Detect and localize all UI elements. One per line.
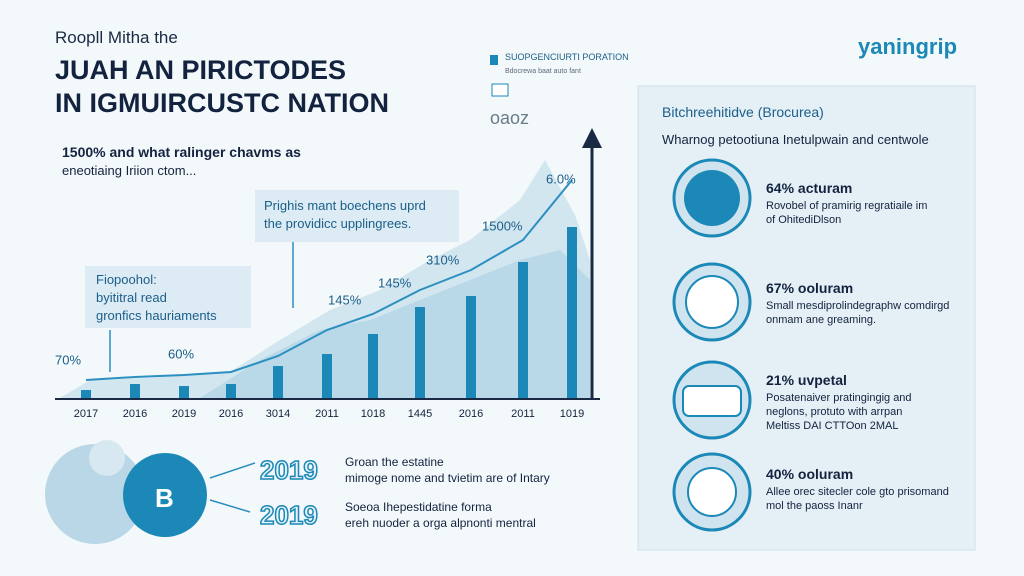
item-stat: 64% acturam	[766, 180, 853, 196]
decor-circle	[89, 440, 125, 476]
badge-icon	[491, 83, 509, 97]
panel-subtitle: Wharnog petootiuna Inetulpwain and centw…	[662, 132, 929, 147]
annotation: 70%	[55, 352, 81, 367]
row-text: Soeoa Ihepestidatine forma	[345, 500, 492, 514]
badge-title: SUOPGENCIURTI PORATION	[505, 52, 629, 62]
bar	[368, 334, 378, 398]
title: IN IGMUIRCUSTC NATION	[55, 88, 389, 118]
annotation: 1500%	[482, 218, 523, 233]
badge-text: Bdocrewa baat auto fant	[505, 68, 581, 75]
annotation: 60%	[168, 346, 194, 361]
callout: byititral read	[96, 290, 167, 305]
annotation: 145%	[378, 275, 412, 290]
item-text: Allee orec sitecler cole gto prisomand	[766, 486, 949, 498]
item-text: onmam ane greaming.	[766, 314, 877, 326]
trend-line	[85, 179, 573, 381]
arrow	[209, 462, 256, 479]
code: oaoz	[490, 108, 530, 128]
x-label: 1445	[408, 408, 432, 420]
x-label: 2011	[315, 408, 339, 420]
row-text: mimoge nome and tvietim are of Intary	[345, 471, 550, 485]
x-label: 2019	[172, 408, 196, 420]
row-year: 2019	[259, 454, 318, 486]
annotation: 6.0%	[546, 171, 576, 186]
bar	[567, 227, 577, 398]
row-year: 2019	[259, 499, 318, 531]
x-label: 1018	[361, 408, 385, 420]
item-stat: 40% ooluram	[766, 466, 854, 482]
row-text: ereh nuoder a orga alpnonti mentral	[345, 516, 536, 530]
callout-box	[255, 190, 459, 242]
logo: yaningrip	[858, 34, 958, 59]
bar	[81, 390, 91, 398]
item-stat: 67% ooluram	[766, 280, 854, 296]
bar	[415, 307, 425, 398]
bar	[273, 366, 283, 398]
intro: eneotiaing Iriion ctom...	[62, 163, 197, 178]
item-icons	[672, 158, 752, 532]
circle-letter: B	[155, 483, 174, 513]
x-label: 2011	[511, 408, 535, 420]
item-text: mol the paoss Inanr	[766, 500, 863, 512]
letter-circle	[123, 453, 207, 537]
bar	[518, 262, 528, 398]
bar	[322, 354, 332, 398]
row-text: Groan the estatine	[345, 455, 444, 469]
item-text: Rovobel of pramirig regratiaile im	[766, 200, 928, 212]
bar	[130, 384, 140, 398]
intro: 1500% and what ralinger chavms as	[62, 144, 301, 160]
item-text: Small mesdiprolindegraphw comdirgd	[766, 300, 950, 312]
callout: gronfics hauriaments	[96, 308, 217, 323]
callout: Prighis mant boechens uprd	[264, 198, 426, 213]
item-text: Posatenaiver pratingingig and	[766, 392, 912, 404]
bar-chart: 2017 2016 2019 2016 3014 2011 1018 1445 2016 2011…	[55, 171, 584, 419]
item-stat: 21% uvpetal	[766, 372, 847, 388]
item-text: neglons, protuto with arrpan	[766, 406, 903, 418]
badge-icon	[490, 55, 498, 65]
mountain-area	[200, 250, 590, 398]
title: JUAH AN PIRICTODES	[55, 55, 347, 85]
arrow-head	[582, 128, 602, 148]
bar	[226, 384, 236, 398]
kicker: Roopll Mitha the	[55, 28, 178, 47]
item-text: of OhitediDlson	[766, 214, 842, 226]
x-label: 2017	[74, 408, 98, 420]
bar	[466, 296, 476, 398]
bar	[179, 386, 189, 398]
panel-title: Bitchreehitidve (Brocurea)	[662, 104, 824, 120]
x-label: 2016	[459, 408, 483, 420]
x-label: 1019	[560, 408, 584, 420]
annotation: 145%	[328, 292, 362, 307]
x-label: 2016	[123, 408, 147, 420]
x-label: 2016	[219, 408, 243, 420]
callout-box	[85, 266, 251, 328]
item-text: Meltiss DAI CTTOon 2MAL	[766, 420, 899, 432]
annotation: 310%	[426, 252, 460, 267]
x-label: 3014	[266, 408, 290, 420]
callout: the providicc upplingrees.	[264, 216, 412, 231]
arrow	[209, 499, 251, 513]
callout: Fiopoohol:	[96, 272, 157, 287]
